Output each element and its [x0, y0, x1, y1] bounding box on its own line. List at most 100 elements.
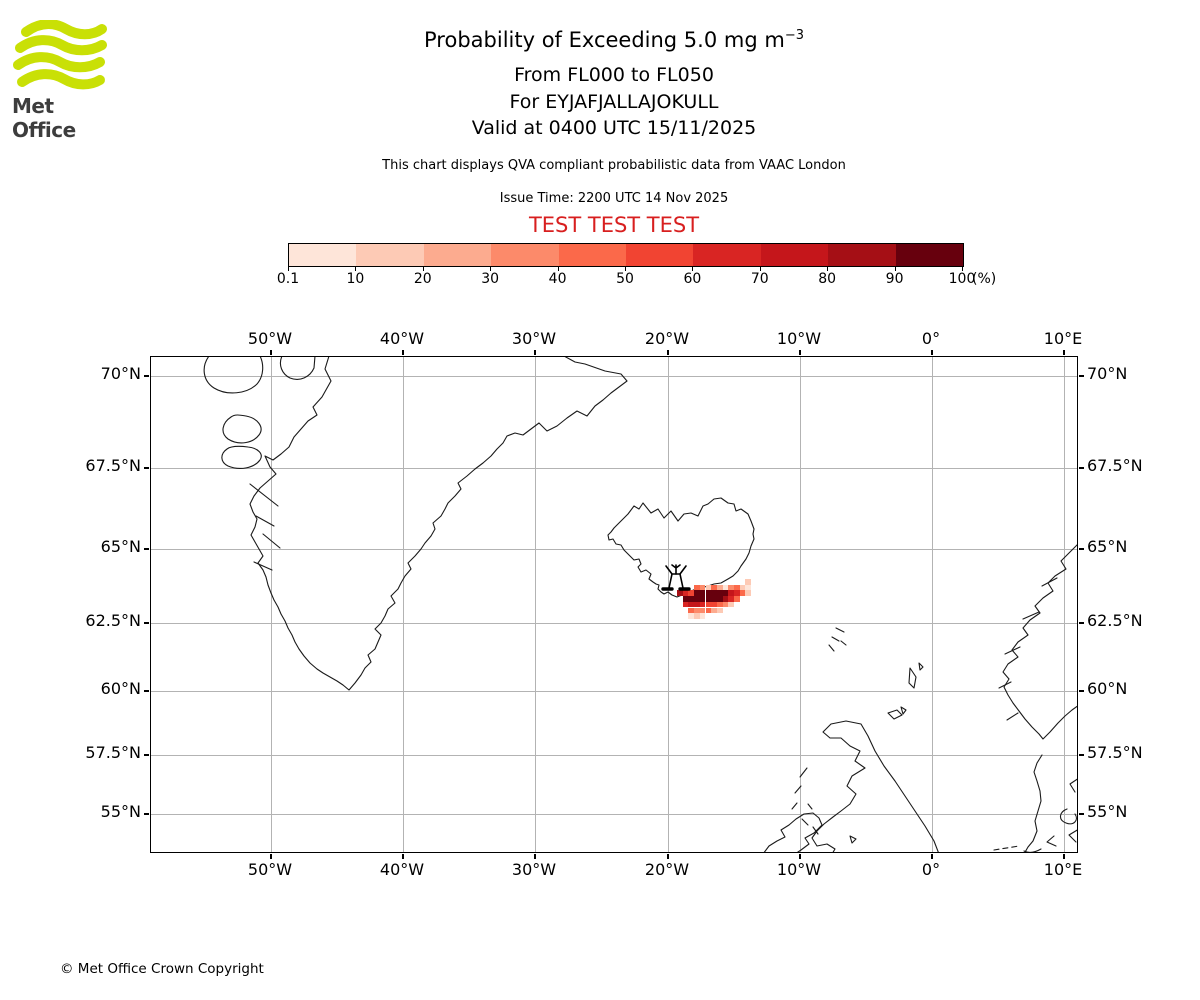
colorbar-tick [759, 267, 761, 271]
met-office-logo-text: Met Office [12, 94, 76, 142]
flight-level-line: From FL000 to FL050 [514, 64, 714, 86]
axis-tick [270, 854, 272, 859]
colorbar-tick-label: 40 [548, 271, 567, 287]
colorbar-segment [558, 244, 627, 266]
plume-cell [745, 590, 752, 597]
x-axis-label-top: 50°W [247, 329, 293, 348]
title-exponent: −3 [784, 28, 804, 43]
colorbar-legend: 0.1 10 20 30 40 50 60 70 80 90 100 (%) [277, 243, 1008, 293]
ireland-coastline [763, 812, 823, 852]
plume-cell [682, 601, 689, 608]
issue-time: Issue Time: 2200 UTC 14 Nov 2025 [499, 191, 729, 206]
plume-cell [745, 579, 752, 585]
plume-cell [699, 596, 706, 602]
x-axis-label-bottom: 0° [921, 860, 941, 879]
y-axis-label-left: 70°N [100, 364, 141, 383]
gridline-parallel [151, 376, 1077, 377]
y-axis-label-right: 55°N [1087, 802, 1128, 821]
plume-cell [694, 584, 700, 591]
colorbar-tick-label: 20 [413, 271, 432, 287]
gridline-meridian [668, 357, 669, 852]
plume-cell [734, 584, 740, 591]
axis-tick [402, 854, 404, 859]
volcano-name-line: For EYJAFJALLAJOKULL [509, 90, 719, 113]
plume-cell [705, 596, 712, 602]
colorbar-unit-label: (%) [972, 271, 997, 287]
x-axis-label-bottom: 10°E [1043, 860, 1083, 879]
colorbar-segment [356, 244, 424, 266]
y-axis-label-left: 55°N [100, 802, 141, 821]
plume-cell [677, 590, 683, 597]
colorbar-tick-label: 70 [750, 271, 769, 287]
axis-tick [402, 350, 404, 355]
colorbar-tick [894, 267, 896, 271]
colorbar-tick-label: 60 [683, 271, 702, 287]
met-office-waves-icon [13, 20, 107, 90]
gridline-parallel [151, 623, 1077, 624]
plume-cell [694, 596, 700, 602]
plume-cell [705, 590, 712, 597]
colorbar-tick-label: 50 [616, 271, 634, 287]
axis-tick [799, 350, 801, 355]
colorbar-tick [288, 267, 289, 271]
great-britain-coastline [811, 720, 939, 852]
qva-note: This chart displays QVA compliant probab… [382, 158, 846, 173]
colorbar-tick [625, 267, 626, 271]
axis-tick [667, 350, 669, 355]
y-axis-label-left: 67.5°N [85, 456, 141, 475]
plume-cell [711, 607, 717, 614]
x-axis-label-top: 20°W [644, 329, 690, 348]
gridline-parallel [151, 814, 1077, 815]
plume-cell [728, 596, 734, 602]
colorbar-tick [490, 267, 492, 271]
colorbar [288, 243, 964, 267]
x-axis-label-bottom: 50°W [247, 860, 293, 879]
colorbar-segment [626, 244, 694, 266]
plume-cell [716, 607, 723, 614]
axis-tick [534, 854, 536, 859]
plume-cell [688, 590, 695, 597]
axis-tick [1079, 622, 1084, 624]
x-axis-label-top: 0° [921, 329, 941, 348]
gridline-meridian [1064, 357, 1065, 852]
gridline-meridian [800, 357, 801, 852]
plume-cell [716, 601, 723, 608]
test-banner: TEST TEST TEST [528, 213, 700, 237]
x-axis-label-bottom: 30°W [511, 860, 557, 879]
colorbar-tick [827, 267, 829, 271]
axis-tick [144, 754, 149, 756]
gridline-meridian [271, 357, 272, 852]
x-axis-label-top: 40°W [379, 329, 425, 348]
colorbar-segment [895, 244, 964, 266]
plume-cell [705, 607, 712, 614]
x-axis-label-bottom: 40°W [379, 860, 425, 879]
plume-cell [722, 596, 729, 602]
subtitle-block: From FL000 to FL050 For EYJAFJALLAJOKULL… [14, 62, 1200, 142]
x-axis-label-bottom: 20°W [644, 860, 690, 879]
gridline-parallel [151, 691, 1077, 692]
axis-tick [931, 854, 933, 859]
plume-cell [734, 596, 740, 602]
y-axis-label-left: 65°N [100, 537, 141, 556]
plume-cell [694, 601, 700, 608]
axis-tick [144, 813, 149, 815]
colorbar-segment [423, 244, 492, 266]
gridline-meridian [403, 357, 404, 852]
colorbar-segment [760, 244, 829, 266]
axis-tick [667, 854, 669, 859]
axis-tick [1079, 754, 1084, 756]
plume-cell [705, 601, 712, 608]
plume-cell [728, 601, 734, 608]
plume-cell [722, 584, 729, 591]
plume-cell [711, 584, 717, 591]
plume-cell [716, 590, 723, 597]
plume-cell [716, 584, 723, 591]
norway-coastline [1002, 544, 1077, 740]
colorbar-tick-label: 80 [818, 271, 837, 287]
coastlines [203, 357, 1077, 852]
axis-tick [1079, 375, 1084, 377]
plume-cell [688, 601, 695, 608]
colorbar-tick-label: 30 [481, 271, 500, 287]
plume-cell [699, 590, 706, 597]
colorbar-tick-label: 10 [346, 271, 365, 287]
